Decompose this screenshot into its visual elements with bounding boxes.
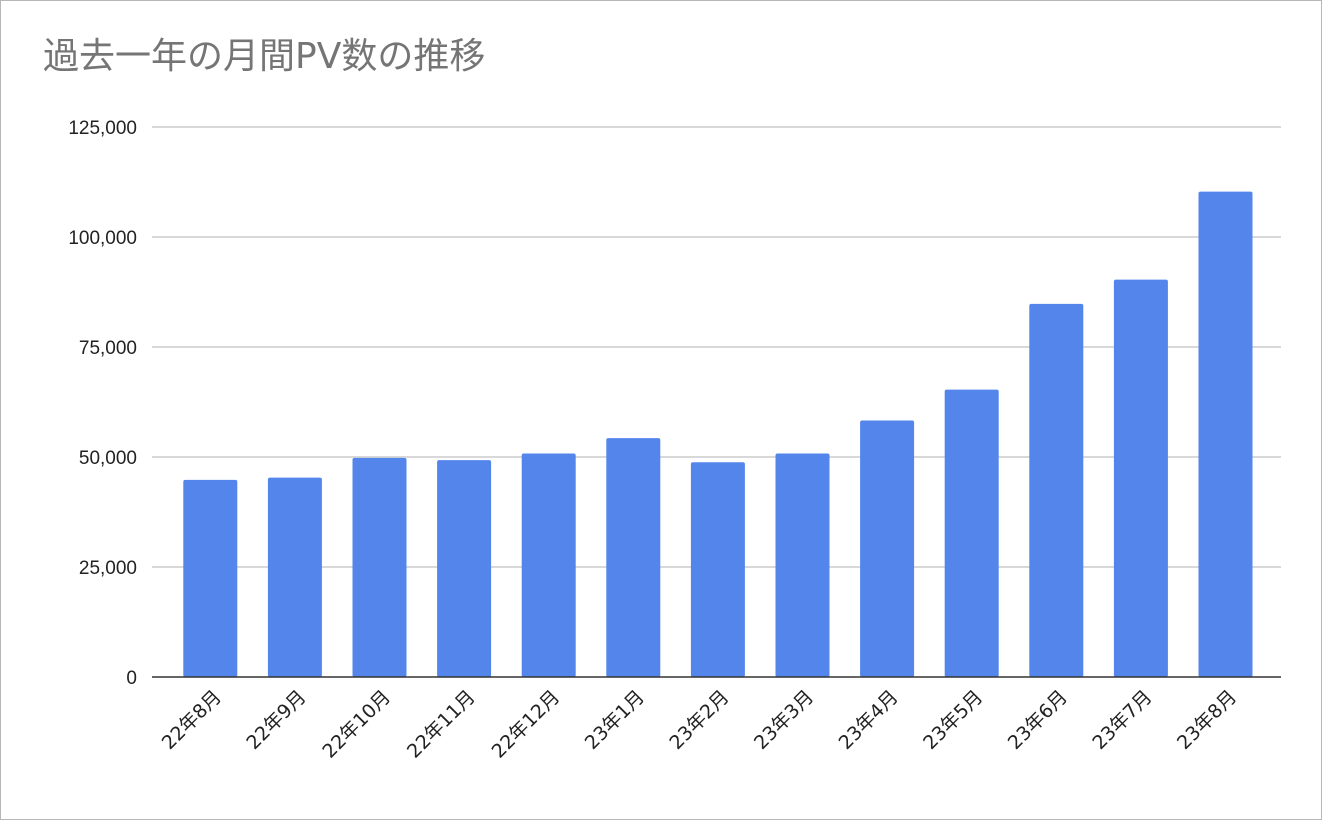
bar — [521, 453, 576, 677]
x-tick-label: 22年8月 — [158, 686, 226, 754]
bar — [1113, 279, 1168, 677]
y-tick-label: 25,000 — [79, 558, 137, 579]
bar — [1029, 303, 1084, 677]
y-tick-label: 125,000 — [68, 118, 137, 139]
bar — [437, 460, 492, 677]
x-tick-label: 23年2月 — [665, 686, 733, 754]
x-tick-label: 22年11月 — [403, 686, 480, 763]
x-tick-label: 23年5月 — [919, 686, 987, 754]
bar — [606, 438, 661, 677]
x-tick-label: 23年1月 — [581, 686, 649, 754]
bar — [944, 389, 999, 677]
bar — [690, 462, 745, 677]
bar — [352, 457, 407, 677]
grid-lines — [152, 126, 1281, 568]
x-tick-label: 23年4月 — [835, 686, 903, 754]
x-tick-label: 23年6月 — [1004, 686, 1072, 754]
x-tick-label: 23年8月 — [1173, 686, 1241, 754]
x-tick-label: 22年10月 — [318, 686, 395, 763]
bar — [775, 453, 830, 677]
y-tick-label: 0 — [126, 668, 137, 689]
bar — [267, 477, 322, 677]
bar — [1198, 191, 1253, 677]
bars — [183, 191, 1253, 677]
x-tick-label: 22年12月 — [488, 686, 565, 763]
y-tick-label: 75,000 — [79, 338, 137, 359]
x-tick-label: 23年3月 — [750, 686, 818, 754]
bar — [183, 479, 238, 677]
x-tick-labels: 22年8月 22年9月 22年10月 22年11月 22年12月 23年1月 23年2月 23… — [158, 686, 1241, 763]
x-tick-label: 23年7月 — [1088, 686, 1156, 754]
bar — [860, 420, 915, 677]
x-tick-label: 22年9月 — [242, 686, 310, 754]
y-tick-labels: 0 25,000 50,000 75,000 100,000 125,000 — [68, 118, 137, 689]
y-tick-label: 50,000 — [79, 448, 137, 469]
chart-title: 過去一年の月間PV数の推移 — [43, 36, 486, 77]
y-tick-label: 100,000 — [68, 228, 137, 249]
